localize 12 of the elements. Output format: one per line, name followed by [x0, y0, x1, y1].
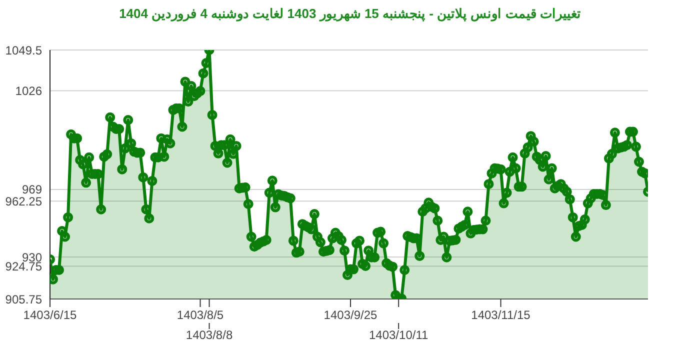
chart-title: تغییرات قیمت اونس پلاتین - پنجشنبه 15 شهریور 1403 لغایت دوشنبه 4 فروردین 1404 [118, 6, 582, 21]
y-tick-label: 1049.5 [5, 43, 42, 58]
y-tick-label: 905.75 [5, 292, 42, 306]
x-tick-label: 1403/8/5 [176, 308, 224, 322]
x-tick-label: 1403/6/15 [23, 308, 78, 322]
x-tick-label: 1403/10/11 [368, 328, 428, 342]
y-tick-label: 1026 [15, 84, 42, 98]
x-tick-label: 1403/11/15 [471, 308, 531, 322]
x-tick-label: 1403/8/8 [186, 328, 233, 342]
y-tick-label: 969 [22, 182, 42, 197]
y-tick-label: 962.25 [5, 194, 42, 208]
x-tick-label: 1403/9/25 [324, 308, 378, 322]
